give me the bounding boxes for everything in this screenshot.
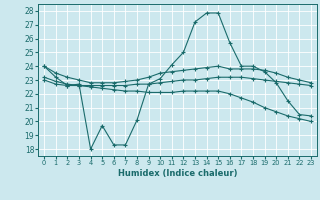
X-axis label: Humidex (Indice chaleur): Humidex (Indice chaleur): [118, 169, 237, 178]
